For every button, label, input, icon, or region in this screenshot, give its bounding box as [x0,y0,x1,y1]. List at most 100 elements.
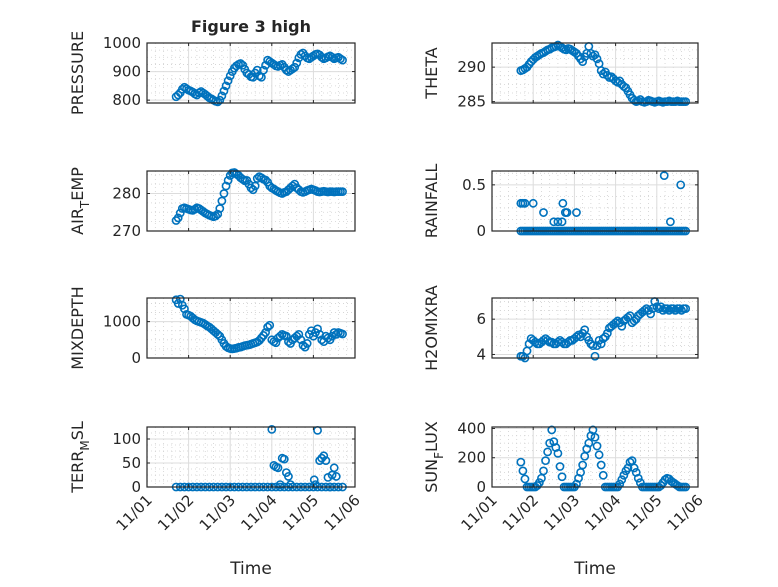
data-point [302,339,312,348]
data-point [677,305,686,315]
subplot-h2omixra: 4 6 H2OMIXRA [422,285,699,371]
data-point [173,213,183,223]
data-point [286,480,295,489]
data-point [261,175,270,185]
data-point [259,65,268,75]
axes-box [146,297,356,359]
subplot-air-temp: 270 280 AIRTEMP [68,167,356,240]
data-point [602,328,612,338]
data-point [545,438,555,448]
y-tick-label: 0 [476,222,486,240]
y-tick-label: 100 [112,430,141,448]
data-point [528,198,538,208]
data-point [596,339,606,349]
data-point [547,337,557,347]
data-point [329,328,339,337]
data-point [633,473,643,483]
data-point [588,341,598,351]
data-point [592,441,602,451]
data-point [658,305,668,315]
data-point [557,217,567,227]
data-point [213,97,223,107]
data-point [313,324,322,334]
y-tick-label: 0.5 [462,176,486,194]
data-point [574,330,583,340]
x-tick-label: 11/03 [540,491,583,534]
data-point [557,337,567,347]
data-point [619,470,629,480]
data-point [217,196,227,206]
data-point [271,338,281,348]
data-point [590,432,600,442]
data-point [670,305,680,315]
data-point [292,58,302,68]
data-point [516,457,526,467]
data-point [646,309,656,319]
data-point [261,328,270,337]
x-tick-label: 11/02 [154,491,197,534]
data-point [180,304,189,314]
data-point [675,304,684,313]
y-tick-label: 6 [476,310,486,328]
figure-title: Figure 3 high [191,17,311,36]
y-axis-label: H2OMIXRA [422,285,441,371]
axes-box [491,297,699,359]
data-point [539,466,548,476]
y-axis-label: THETA [422,47,441,99]
subplot-rainfall: 0 0.5 RAINFALL [422,164,699,240]
axes-box [146,170,356,232]
data-point [246,183,256,193]
data-point [319,451,329,461]
data-point [518,351,528,361]
y-tick-label: 1000 [103,34,141,52]
y-tick-label: 4 [476,345,486,363]
axes-box [491,426,699,488]
data-point [520,198,530,208]
y-tick-label: 280 [112,185,141,203]
data-point [288,181,297,191]
data-point [252,65,262,75]
x-tick-label: 11/04 [237,491,280,534]
data-point [267,424,277,434]
data-point [617,475,627,485]
data-point [613,316,623,326]
data-point [275,331,285,341]
y-axis-label: SUNFLUX [422,421,446,493]
data-point [217,91,227,101]
data-point [221,181,231,191]
data-point [642,304,651,313]
y-tick-label: 270 [112,222,141,240]
data-point [598,334,608,343]
y-axis-label: RAINFALL [422,164,441,239]
data-point [211,211,221,221]
data-point [668,304,678,313]
data-point [296,335,306,345]
x-tick-label: 11/02 [499,491,542,534]
subplot-theta: 285 290 THETA [422,40,699,111]
data-point [549,217,559,227]
data-point [215,95,225,105]
data-point [553,448,563,458]
y-tick-label: 400 [457,419,486,437]
data-point [173,90,183,100]
data-point [273,463,283,473]
y-tick-label: 1000 [103,313,141,331]
data-point [662,304,672,313]
data-point [594,450,604,460]
data-point [555,462,565,471]
data-point [338,187,347,197]
y-tick-label: 0 [476,478,486,496]
data-point [520,474,530,484]
data-point [215,204,225,213]
subplot-mixdepth: 0 1000 MIXDEPTH [68,286,356,370]
x-axis-label: Time [573,559,616,579]
data-point [596,460,606,470]
x-tick-label: 11/06 [664,491,707,534]
data-point [223,76,233,86]
data-point [331,472,341,481]
data-point [654,304,664,313]
data-point [665,217,675,227]
data-point [676,180,686,190]
data-point [331,329,341,339]
